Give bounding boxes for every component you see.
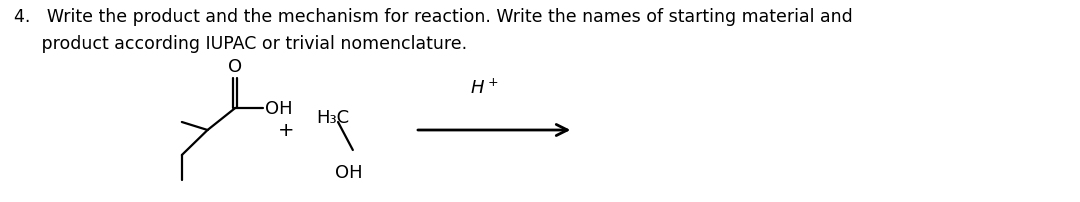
Text: OH: OH <box>335 163 363 181</box>
Text: 4.   Write the product and the mechanism for reaction. Write the names of starti: 4. Write the product and the mechanism f… <box>14 8 852 26</box>
Text: $H^+$: $H^+$ <box>470 78 499 98</box>
Text: O: O <box>228 58 242 76</box>
Text: product according IUPAC or trivial nomenclature.: product according IUPAC or trivial nomen… <box>14 35 467 53</box>
Text: +: + <box>279 121 295 140</box>
Text: OH: OH <box>265 100 293 117</box>
Text: H₃C: H₃C <box>316 108 350 126</box>
